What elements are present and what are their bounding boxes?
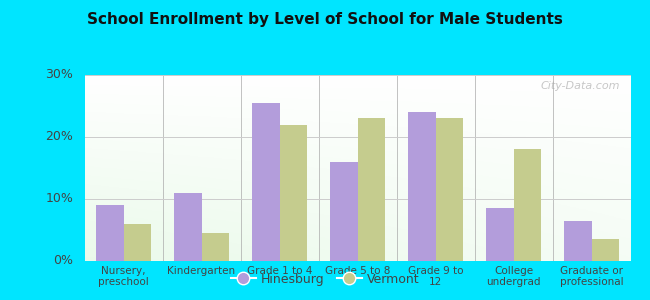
Bar — [280, 124, 307, 261]
Bar — [486, 208, 514, 261]
Bar — [358, 118, 385, 261]
Bar — [408, 112, 436, 261]
Legend: Hinesburg, Vermont: Hinesburg, Vermont — [226, 268, 424, 291]
Bar — [202, 233, 229, 261]
Text: 10%: 10% — [46, 193, 73, 206]
Text: 0%: 0% — [53, 254, 73, 268]
Text: School Enrollment by Level of School for Male Students: School Enrollment by Level of School for… — [87, 12, 563, 27]
Bar — [252, 103, 280, 261]
Bar — [592, 239, 619, 261]
Bar — [96, 205, 124, 261]
Text: City-Data.com: City-Data.com — [540, 81, 619, 91]
Bar — [330, 162, 358, 261]
Bar — [436, 118, 463, 261]
Bar — [514, 149, 541, 261]
Text: 20%: 20% — [46, 130, 73, 143]
Bar — [174, 193, 202, 261]
Text: 30%: 30% — [46, 68, 73, 82]
Bar — [124, 224, 151, 261]
Bar — [564, 221, 592, 261]
